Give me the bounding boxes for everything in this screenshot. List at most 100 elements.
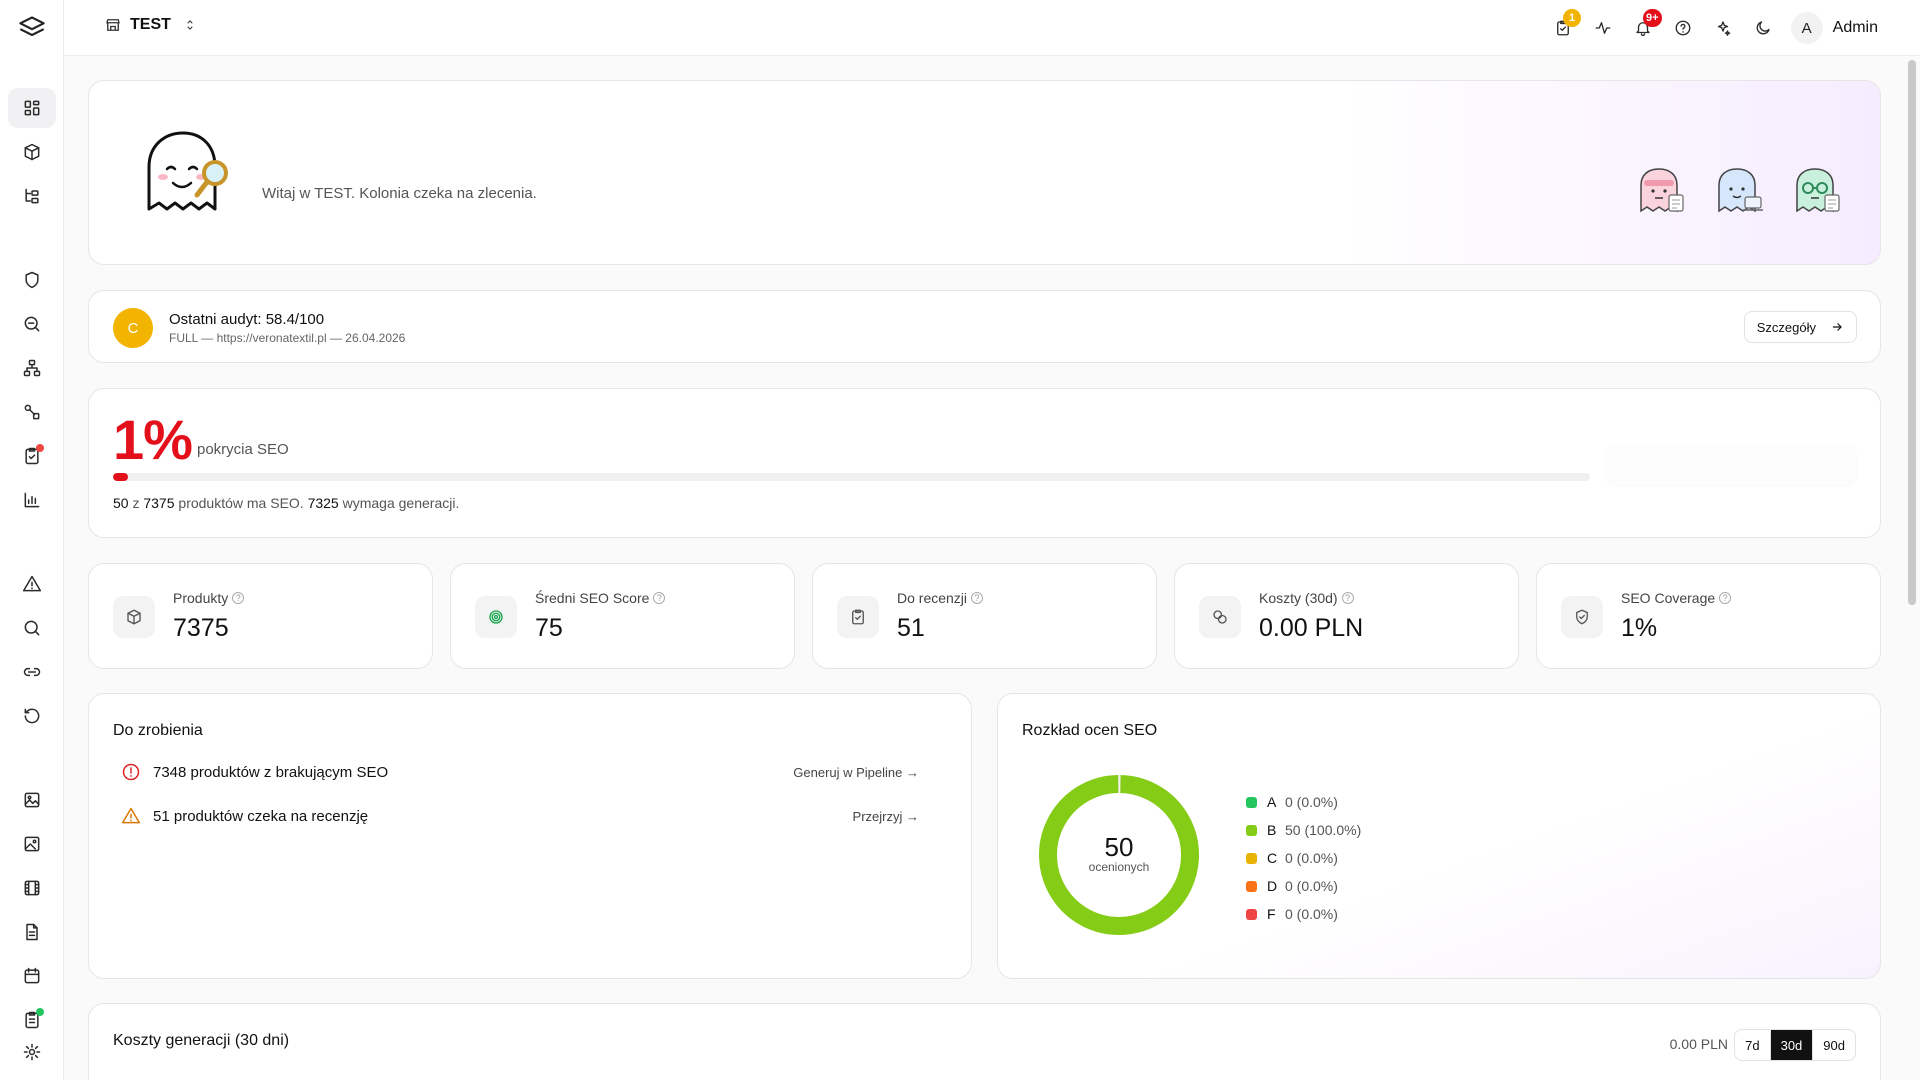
green-ghost-glasses-icon [1796, 168, 1840, 213]
sidebar-item-links[interactable] [8, 652, 56, 692]
todo-item-missing-seo[interactable]: 7348 produktów z brakującym SEO Generuj … [121, 760, 951, 784]
sidebar-item-video[interactable] [8, 868, 56, 908]
tasks-badge: 1 [1563, 9, 1581, 27]
layers-logo-icon[interactable] [18, 14, 46, 42]
stat-label-text: Do recenzji [897, 590, 968, 606]
help-icon[interactable]: ? [653, 592, 666, 604]
file-text-icon [26, 923, 38, 941]
donut-slice-b [1039, 775, 1199, 935]
details-button[interactable]: Szczegóły [1743, 311, 1857, 343]
stat-label: Koszty (30d)? [1259, 590, 1354, 606]
history-icon [24, 708, 40, 724]
sidebar-item-history[interactable] [8, 696, 56, 736]
help-icon[interactable]: ? [971, 592, 984, 604]
sidebar-item-dashboard[interactable] [8, 88, 56, 128]
legend-swatch [1246, 852, 1257, 864]
details-button-label: Szczegóły [1756, 319, 1816, 335]
grade-donut-chart [1039, 775, 1199, 935]
sidebar-item-audit[interactable] [8, 304, 56, 344]
todo-title: Do zrobienia [113, 722, 203, 739]
scrollbar[interactable] [1906, 56, 1918, 1080]
coverage-mid-text: produktów ma SEO. [178, 495, 304, 511]
grid-icon [24, 100, 40, 116]
help-button[interactable] [1671, 16, 1695, 40]
notifications-button[interactable]: 9+ [1631, 9, 1662, 40]
stat-label-text: SEO Coverage [1621, 590, 1716, 606]
theme-toggle[interactable] [1751, 16, 1775, 40]
search-zoom-icon [24, 316, 40, 332]
help-icon[interactable]: ? [1719, 592, 1732, 604]
stat-value: 1% [1621, 614, 1658, 642]
sidebar-item-workflow[interactable] [8, 392, 56, 432]
todo-item-review[interactable]: 51 produktów czeka na recenzję Przejrzyj… [121, 804, 951, 828]
welcome-text: Witaj w TEST. Kolonia czeka na zlecenia. [262, 185, 537, 202]
sidebar-item-tasks[interactable] [8, 1000, 56, 1040]
stat-card-to-review: Do recenzji? 51 [812, 563, 1157, 669]
shield-check-icon [1576, 609, 1588, 625]
sidebar-item-structure[interactable] [8, 348, 56, 388]
legend-value: 0 (0.0%) [1285, 906, 1338, 922]
clipboard-icon [852, 609, 864, 625]
activity-button[interactable] [1591, 16, 1615, 40]
donut-center-label: ocenionych [1088, 860, 1150, 874]
coins-icon [1213, 610, 1227, 624]
help-icon[interactable]: ? [1341, 592, 1354, 604]
range-90d-button[interactable]: 90d [1823, 1037, 1845, 1053]
store-icon [106, 19, 120, 31]
sidebar-item-review[interactable] [8, 436, 56, 476]
tree-icon [25, 188, 39, 204]
legend-item-a: A 0 (0.0%) [1246, 788, 1361, 816]
tasks-button[interactable]: 1 [1551, 9, 1581, 40]
chart-title: Rozkład ocen SEO [1022, 722, 1158, 739]
avatar: A [1790, 12, 1823, 44]
sidebar-item-images[interactable] [8, 780, 56, 820]
stat-card-products: Produkty? 7375 [88, 563, 433, 669]
chevron-up-down-icon [187, 20, 193, 30]
legend-value: 0 (0.0%) [1285, 878, 1338, 894]
sidebar-item-products[interactable] [8, 132, 56, 172]
network-icon [23, 359, 41, 377]
stat-label-text: Produkty [173, 590, 229, 606]
coverage-label: pokrycia SEO [197, 441, 289, 458]
coverage-percent: 1% [113, 408, 193, 471]
clipboard-check-icon [25, 447, 39, 465]
sidebar-item-gallery[interactable] [8, 824, 56, 864]
range-7d-button[interactable]: 7d [1735, 1030, 1771, 1060]
coverage-placeholder-panel [1606, 445, 1856, 485]
sidebar-item-settings[interactable] [8, 1032, 56, 1072]
donut-center-value: 50 [1104, 832, 1134, 862]
sidebar-item-search[interactable] [8, 608, 56, 648]
range-30d-button[interactable]: 30d [1770, 1030, 1814, 1060]
ghost-mascot-magnifier-icon [147, 131, 228, 211]
scrollbar-thumb[interactable] [1908, 60, 1916, 605]
coverage-with-seo: 50 [113, 495, 129, 511]
alert-triangle-icon [121, 807, 141, 824]
notifications-badge: 9+ [1643, 9, 1662, 27]
sidebar-item-categories[interactable] [8, 176, 56, 216]
sidebar-item-calendar[interactable] [8, 956, 56, 996]
sidebar-item-alerts[interactable] [8, 564, 56, 604]
sidebar-item-analytics[interactable] [8, 480, 56, 520]
generate-in-pipeline-link[interactable]: Generuj w Pipeline → [793, 764, 919, 780]
stat-icon-box [1199, 596, 1241, 638]
coverage-needs: 7325 [307, 495, 339, 511]
calendar-icon [24, 967, 40, 984]
review-link[interactable]: Przejrzyj → [852, 808, 919, 824]
sidebar-item-security[interactable] [8, 260, 56, 300]
last-audit-card: C Ostatni audyt: 58.4/100 FULL — https:/… [88, 290, 1881, 363]
legend-item-d: D 0 (0.0%) [1246, 872, 1361, 900]
audit-subtitle: FULL — https://veronatextil.pl — 26.04.2… [169, 331, 406, 345]
sidebar [0, 0, 64, 1080]
stat-card-avg-seo-score: Średni SEO Score? 75 [450, 563, 795, 669]
legend-item-c: C 0 (0.0%) [1246, 844, 1361, 872]
help-icon[interactable]: ? [232, 592, 245, 604]
legend-grade: D [1267, 878, 1278, 894]
ai-button[interactable] [1711, 16, 1735, 40]
legend-swatch [1246, 880, 1257, 892]
stat-value: 75 [535, 614, 563, 642]
sidebar-item-documents[interactable] [8, 912, 56, 952]
workspace-switcher[interactable]: TEST [104, 16, 197, 34]
box-icon [24, 143, 40, 161]
stat-label-text: Średni SEO Score [535, 590, 650, 606]
user-menu[interactable]: A Admin [1790, 12, 1878, 44]
